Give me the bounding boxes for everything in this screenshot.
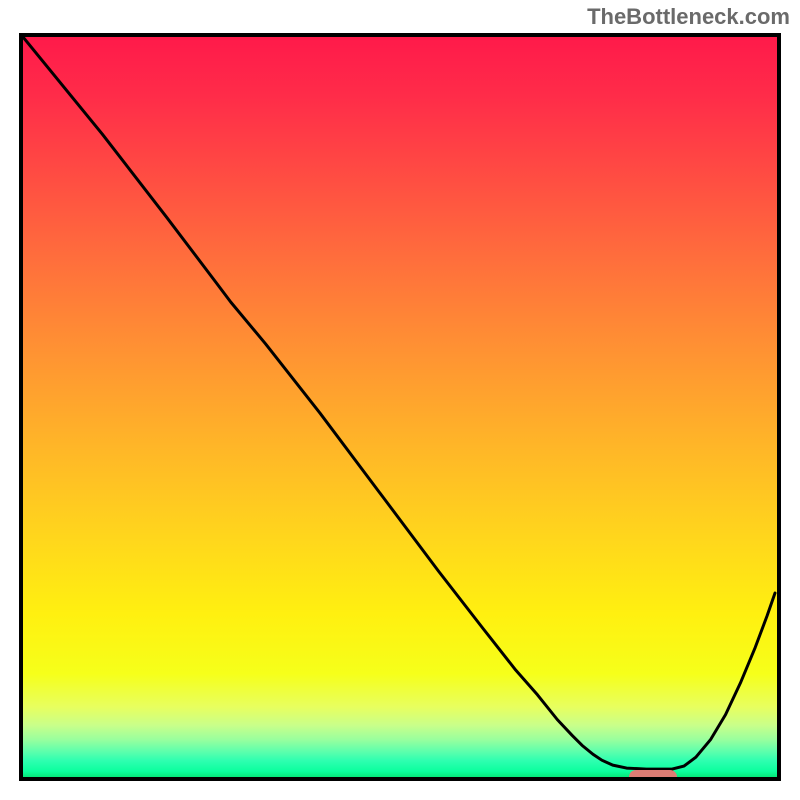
bottleneck-curve (23, 37, 777, 777)
watermark-text: TheBottleneck.com (587, 4, 790, 30)
plot-area (19, 33, 781, 781)
optimal-marker (629, 770, 677, 781)
chart-container: { "watermark": "TheBottleneck.com", "cha… (0, 0, 800, 800)
